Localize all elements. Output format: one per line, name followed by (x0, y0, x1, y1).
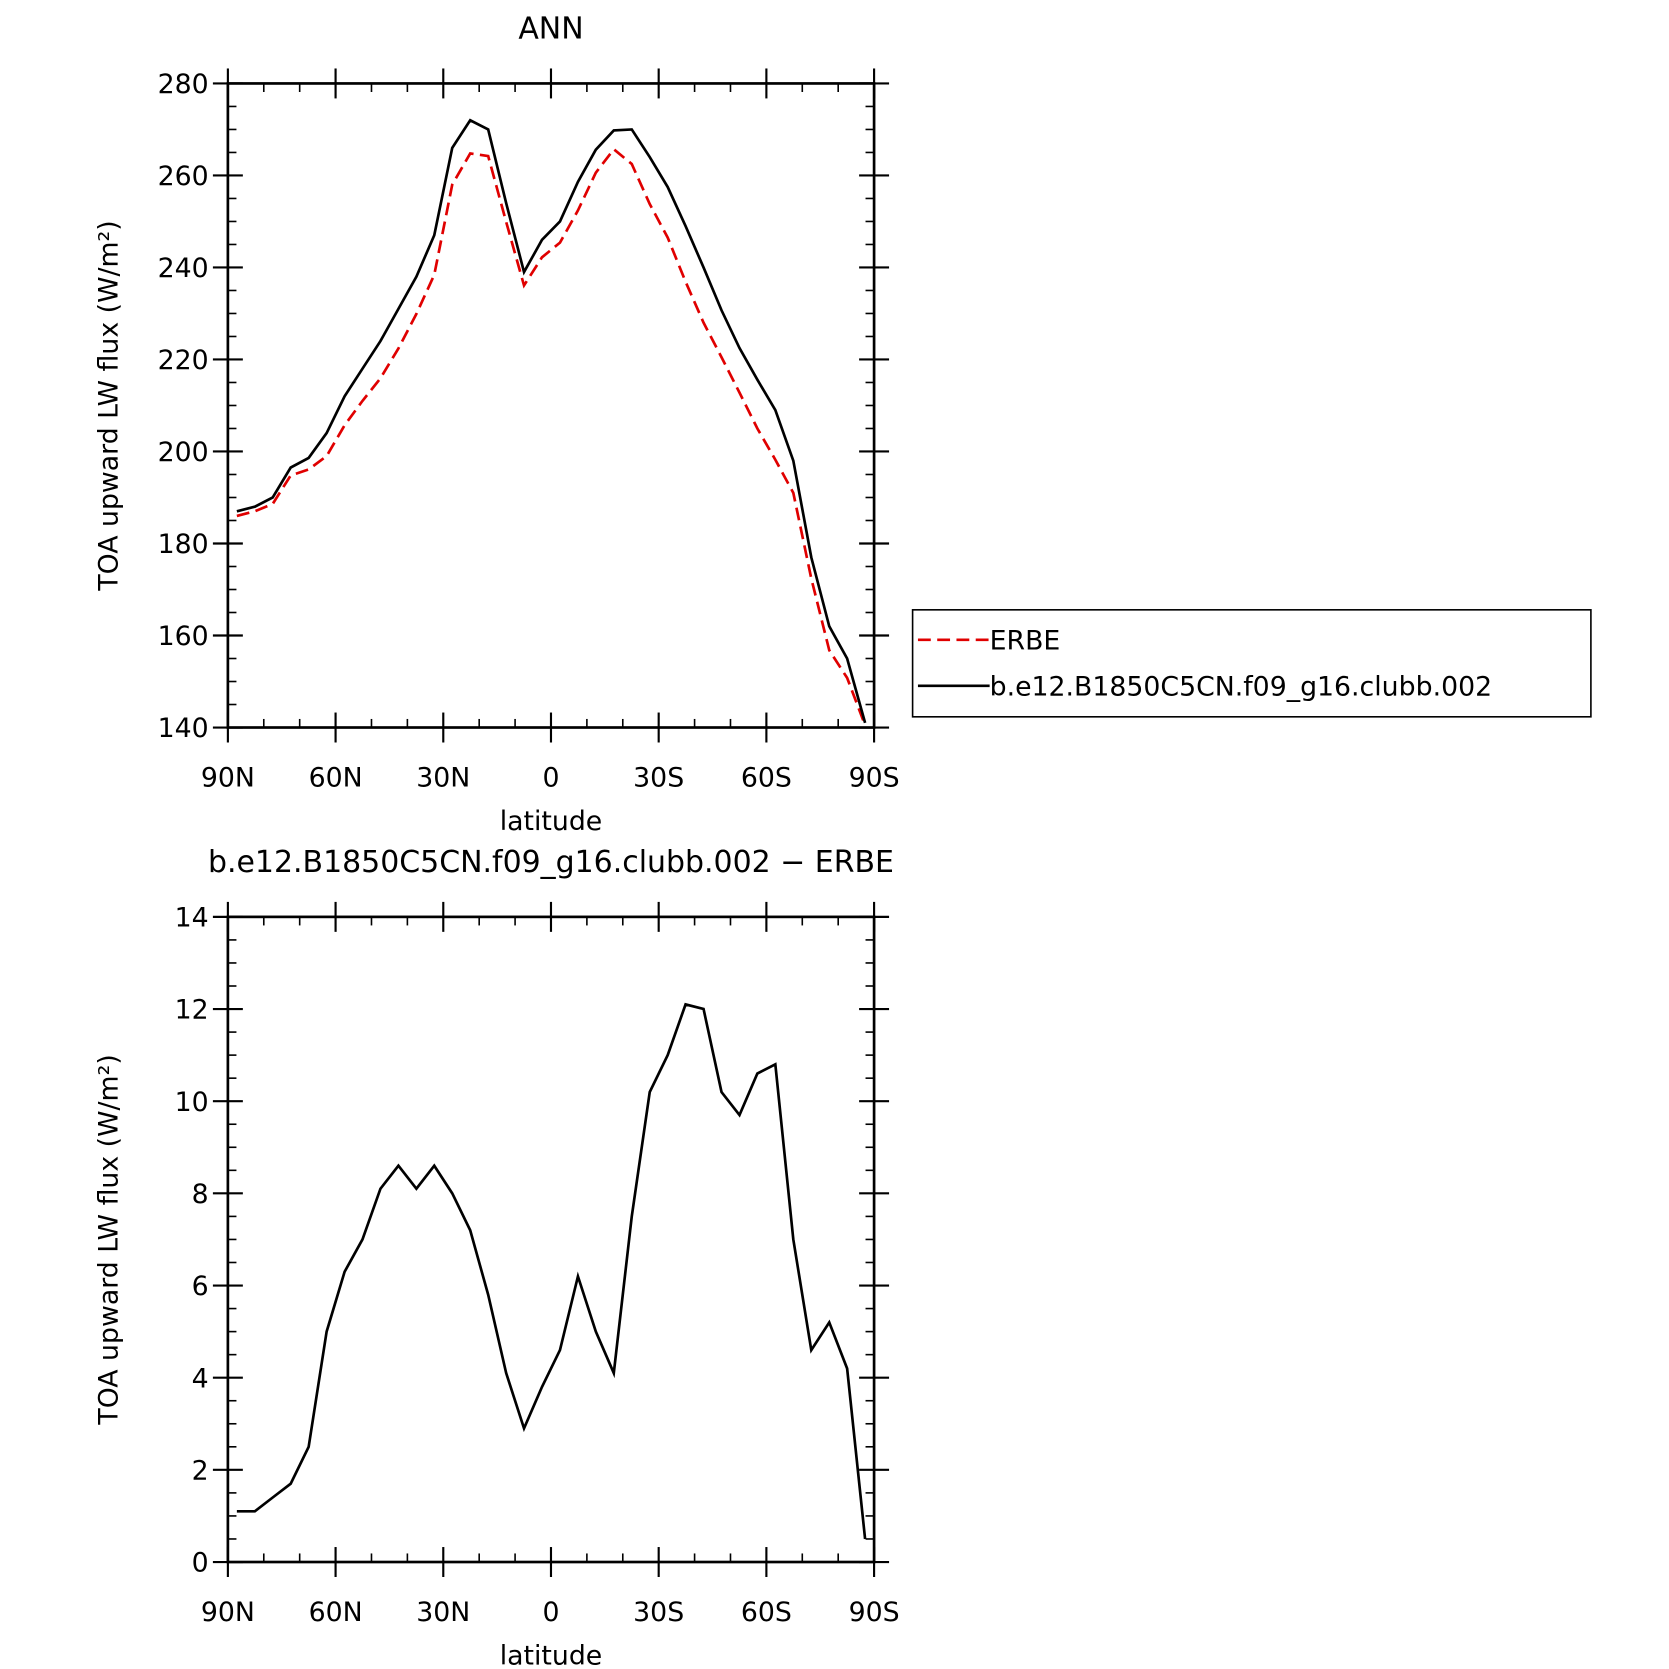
y-tick-label: 0 (192, 1548, 209, 1579)
x-tick-label: 60S (741, 1597, 792, 1628)
x-tick-label: 60S (741, 762, 792, 793)
y-tick-label: 180 (158, 529, 209, 560)
x-tick-label: 90S (849, 762, 900, 793)
x-tick-label: 30S (633, 1597, 684, 1628)
x-tick-label: 90N (201, 1597, 255, 1628)
y-tick-label: 6 (192, 1271, 209, 1302)
plot-frame (226, 82, 876, 729)
data-line (236, 1002, 867, 1540)
chart-title: ANN (518, 12, 583, 47)
y-tick-label: 2 (192, 1455, 209, 1486)
y-tick-label: 8 (192, 1179, 209, 1210)
y-tick-label: 260 (158, 161, 209, 192)
x-tick-label: 0 (542, 762, 559, 793)
legend-label: ERBE (990, 625, 1061, 656)
legend-box (911, 609, 1592, 718)
y-tick-label: 220 (158, 345, 209, 376)
legend: ERBE b.e12.B1850C5CN.f09_g16.clubb.002 (911, 609, 1592, 718)
y-tick-label: 160 (158, 621, 209, 652)
legend-label: b.e12.B1850C5CN.f09_g16.clubb.002 (990, 671, 1492, 702)
x-axis-label: latitude (500, 1641, 603, 1669)
x-axis-label: latitude (500, 806, 603, 837)
y-axis-label: TOA upward LW flux (W/m²) (94, 220, 125, 591)
x-tick-label: 60N (309, 1597, 363, 1628)
y-tick-label: 14 (175, 903, 209, 934)
x-tick-label: 60N (309, 762, 363, 793)
y-tick-label: 12 (175, 995, 209, 1026)
y-tick-label: 280 (158, 69, 209, 100)
x-tick-label: 90S (849, 1597, 900, 1628)
data-line (236, 118, 867, 724)
y-tick-label: 200 (158, 437, 209, 468)
x-tick-label: 90N (201, 762, 255, 793)
x-tick-label: 0 (542, 1597, 559, 1628)
plot-frame (226, 915, 876, 1564)
x-tick-label: 30N (416, 1597, 470, 1628)
x-tick-label: 30S (633, 762, 684, 793)
y-tick-label: 240 (158, 253, 209, 284)
chart-title: b.e12.B1850C5CN.f09_g16.clubb.002 − ERBE (208, 845, 894, 880)
y-tick-label: 4 (192, 1363, 209, 1394)
data-line (236, 147, 867, 726)
x-tick-label: 30N (416, 762, 470, 793)
y-axis-label: TOA upward LW flux (W/m²) (94, 1054, 125, 1425)
y-tick-label: 140 (158, 713, 209, 744)
y-tick-label: 10 (175, 1087, 209, 1118)
